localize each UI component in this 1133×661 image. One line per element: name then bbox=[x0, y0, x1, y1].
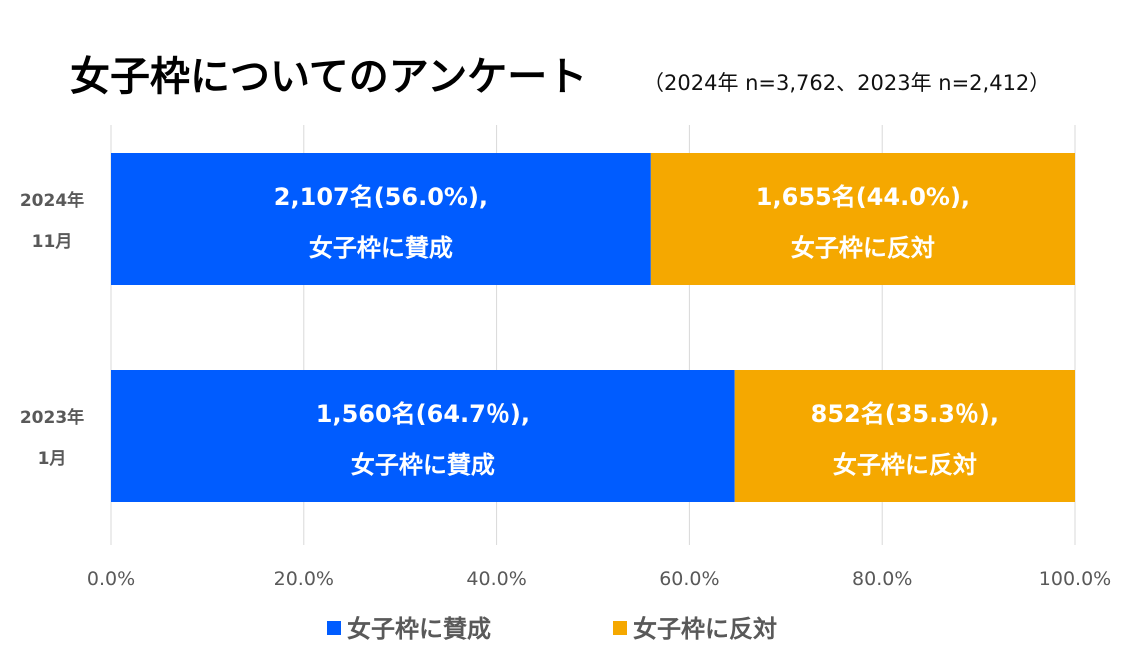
data-labels: 2,107名(56.0%), 女子枠に賛成 1,655名(44.0%), 女子枠に反対… bbox=[274, 183, 999, 479]
x-tick-label: 80.0% bbox=[852, 568, 912, 590]
data-label: 1,655名(44.0%), bbox=[756, 183, 970, 211]
bar-segment bbox=[650, 153, 1075, 285]
bar-segment bbox=[111, 153, 651, 285]
legend-label: 女子枠に反対 bbox=[633, 615, 777, 643]
data-label: 女子枠に賛成 bbox=[309, 234, 453, 262]
bar-segment bbox=[111, 370, 735, 502]
bars bbox=[111, 153, 1075, 502]
x-tick-label: 20.0% bbox=[274, 568, 334, 590]
data-label: 女子枠に反対 bbox=[833, 451, 977, 479]
chart-title: 女子枠についてのアンケート bbox=[70, 54, 587, 100]
chart-subtitle: （2024年 n=3,762、2023年 n=2,412） bbox=[643, 71, 1050, 95]
legend-swatch bbox=[327, 621, 341, 635]
legend-label: 女子枠に賛成 bbox=[347, 615, 491, 643]
x-axis-ticks: 0.0% 20.0% 40.0% 60.0% 80.0% 100.0% bbox=[87, 568, 1111, 590]
data-label: 女子枠に反対 bbox=[791, 234, 935, 262]
data-label: 女子枠に賛成 bbox=[351, 451, 495, 479]
category-label: 11月 bbox=[32, 232, 73, 252]
category-label: 1月 bbox=[38, 449, 67, 469]
x-tick-label: 0.0% bbox=[87, 568, 135, 590]
legend-swatch bbox=[613, 621, 627, 635]
category-label: 2024年 bbox=[20, 190, 84, 211]
category-labels: 2024年 11月 2023年 1月 bbox=[20, 190, 84, 469]
data-label: 852名(35.3％), bbox=[811, 400, 999, 428]
legend: 女子枠に賛成 女子枠に反対 bbox=[327, 615, 777, 643]
x-tick-label: 100.0% bbox=[1039, 568, 1111, 590]
category-label: 2023年 bbox=[20, 407, 84, 428]
data-label: 2,107名(56.0%), bbox=[274, 183, 488, 211]
data-label: 1,560名(64.7％), bbox=[316, 400, 530, 428]
bar-segment bbox=[734, 370, 1075, 502]
x-tick-label: 40.0% bbox=[466, 568, 526, 590]
x-tick-label: 60.0% bbox=[659, 568, 719, 590]
